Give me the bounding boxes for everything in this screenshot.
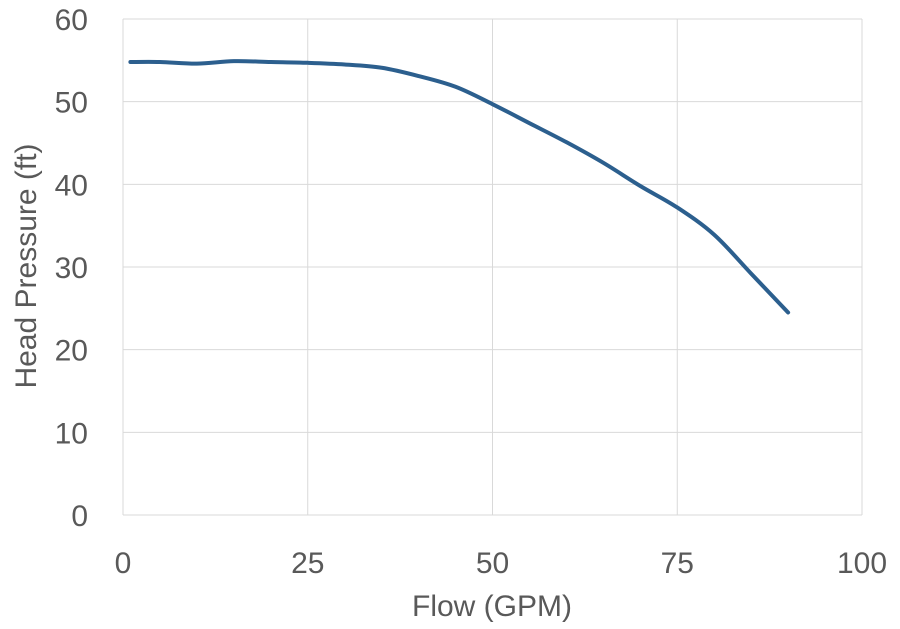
- x-tick-label: 25: [291, 547, 324, 580]
- x-tick-label: 100: [837, 547, 887, 580]
- x-tick-label: 0: [115, 547, 132, 580]
- tick-labels: 0 10 20 30 40 50 60 0 25 50 75 100: [55, 4, 887, 580]
- grid: [122, 18, 863, 516]
- x-tick-label: 50: [476, 547, 509, 580]
- y-tick-label: 20: [55, 335, 88, 368]
- y-tick-label: 30: [55, 252, 88, 285]
- series-line: [128, 59, 791, 315]
- y-tick-label: 0: [71, 500, 88, 533]
- y-tick-label: 60: [55, 4, 88, 37]
- y-tick-label: 50: [55, 87, 88, 120]
- y-tick-label: 40: [55, 169, 88, 202]
- series-line-layer: [128, 59, 791, 315]
- y-tick-label: 10: [55, 417, 88, 450]
- y-axis-title: Head Pressure (ft): [10, 143, 43, 388]
- x-axis-title: Flow (GPM): [412, 590, 572, 623]
- x-tick-label: 75: [661, 547, 694, 580]
